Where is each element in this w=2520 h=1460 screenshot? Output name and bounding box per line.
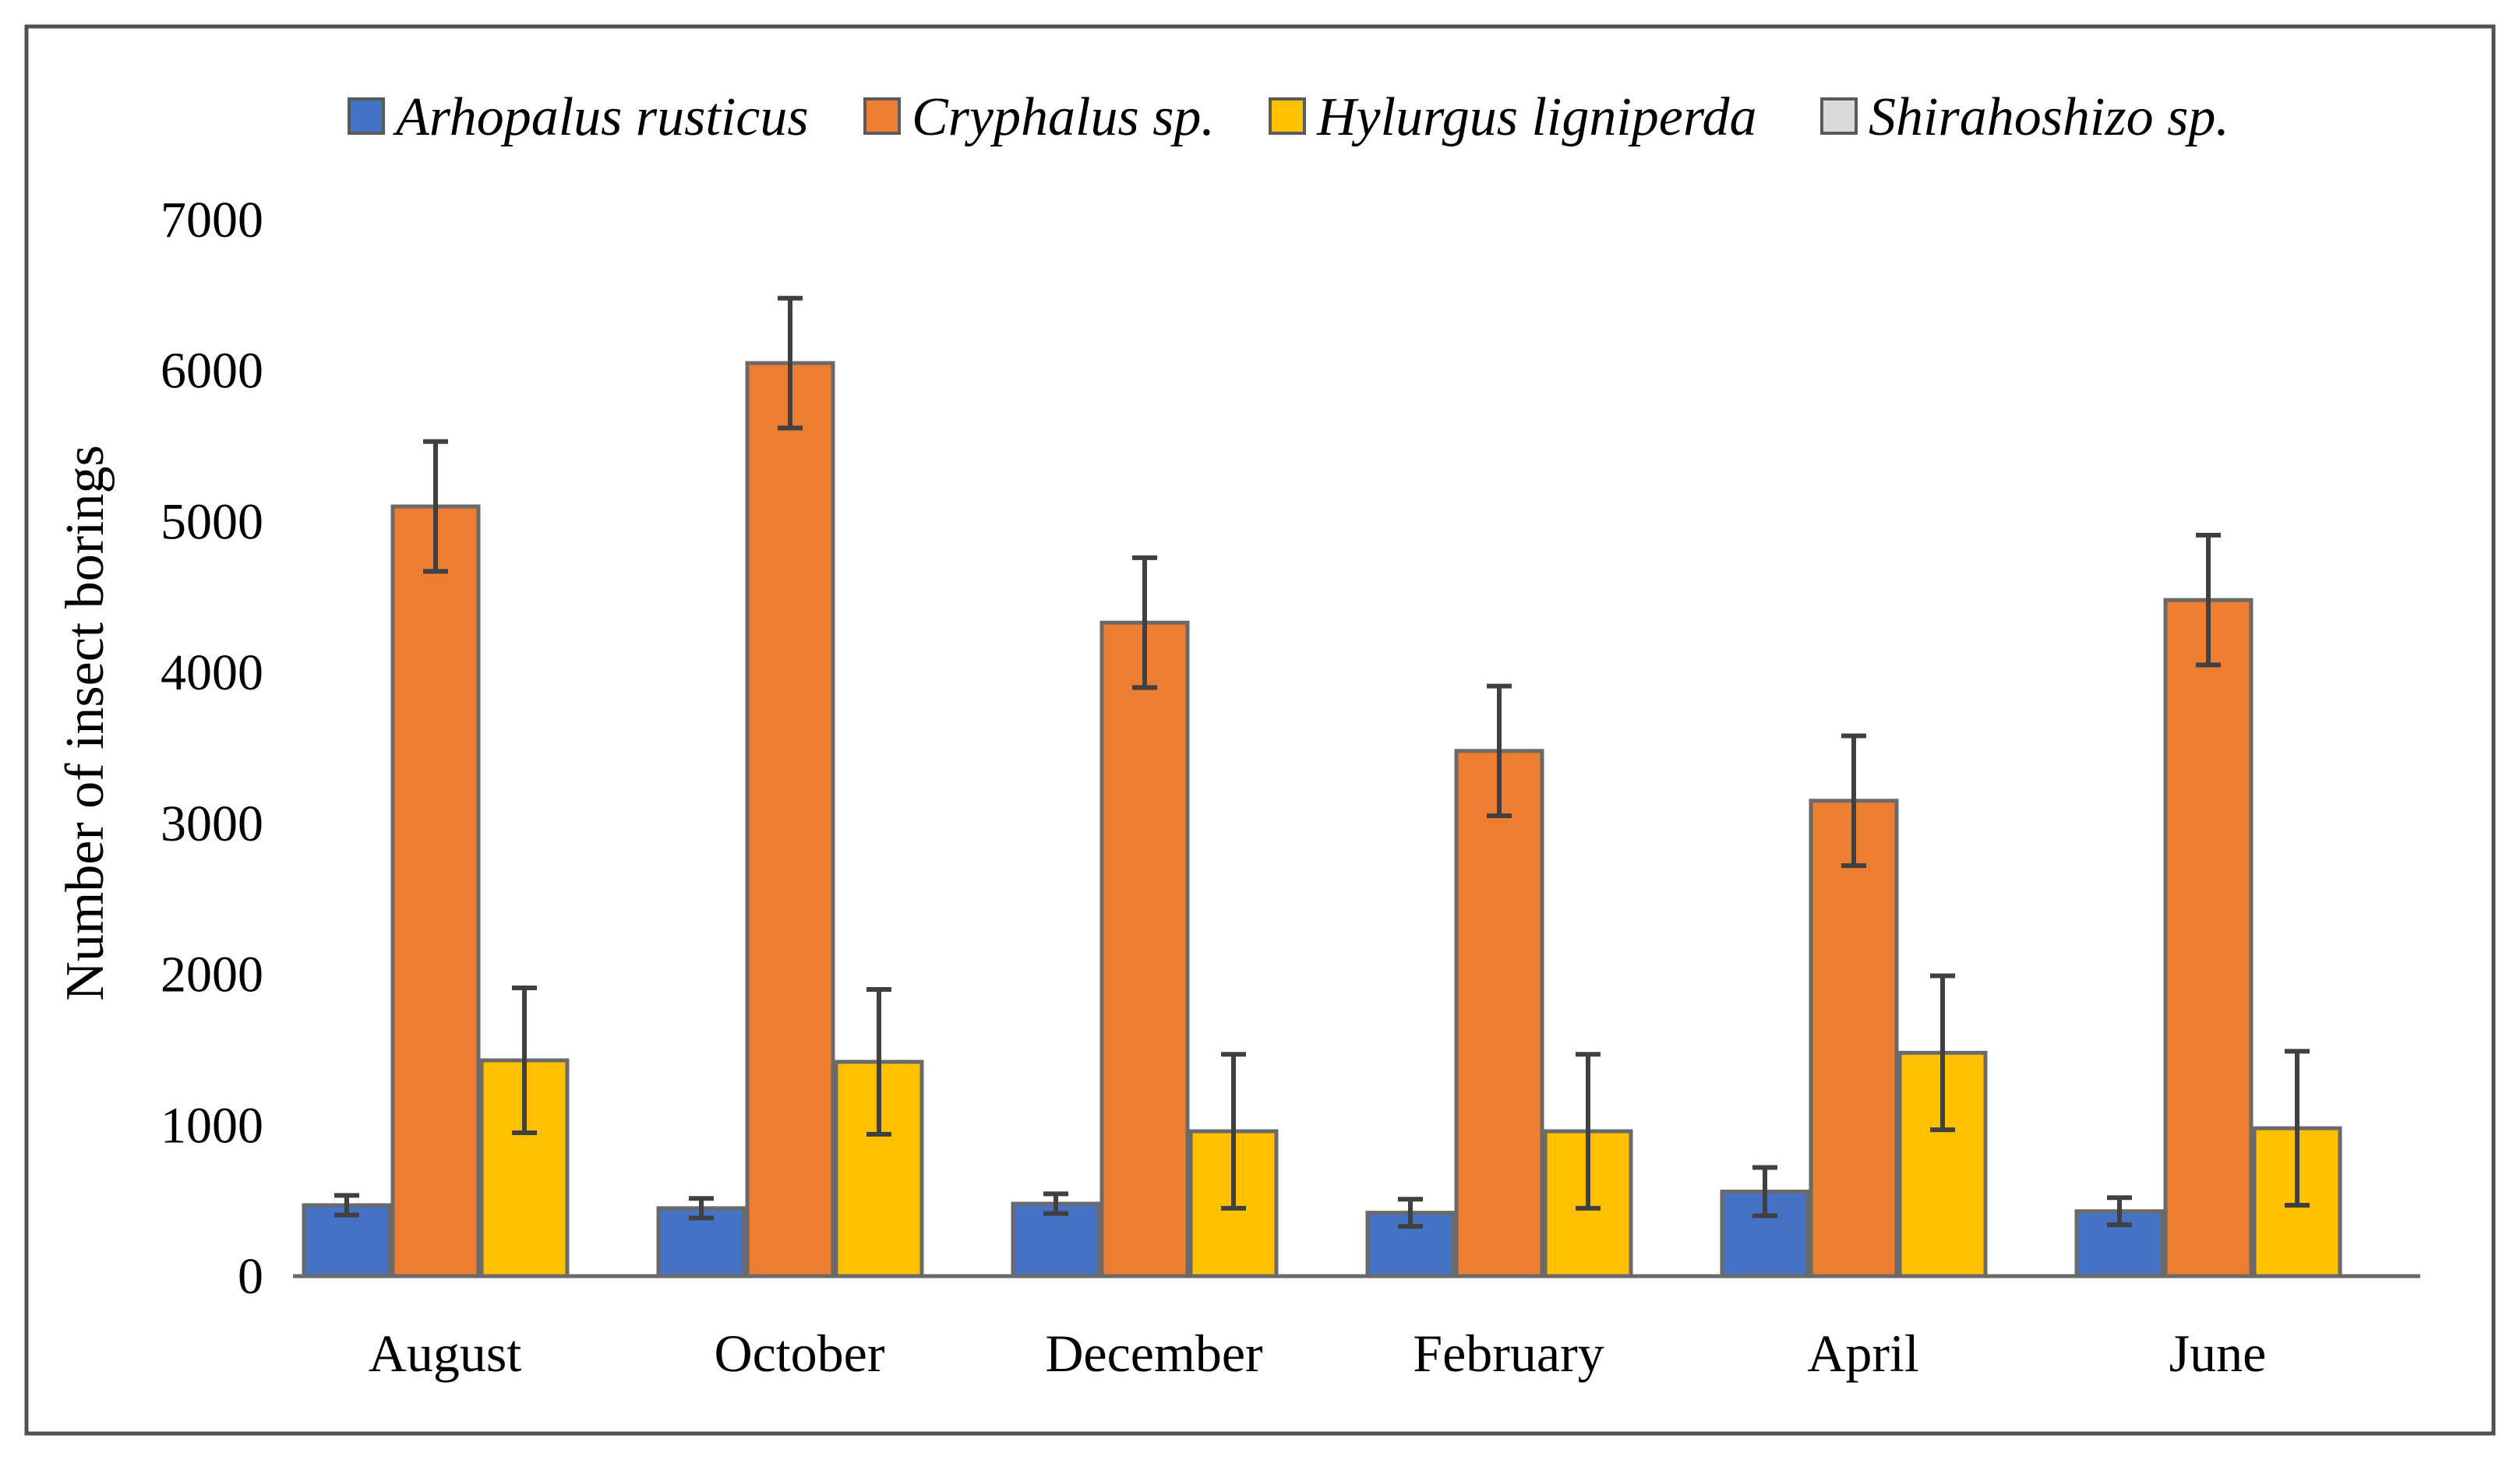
- y-tick-label: 2000: [161, 947, 263, 1003]
- y-axis-title: Number of insect borings: [55, 445, 115, 1000]
- legend-swatch: [863, 97, 901, 135]
- y-tick-label: 7000: [161, 192, 263, 249]
- x-tick-label: August: [369, 1324, 522, 1383]
- legend-swatch: [1269, 97, 1306, 135]
- y-tick-label: 1000: [161, 1097, 263, 1154]
- x-tick-label: June: [2169, 1324, 2267, 1383]
- bar: [1454, 749, 1544, 1278]
- legend-label: Arhopalus rusticus: [393, 87, 809, 147]
- bar: [2163, 598, 2254, 1278]
- bar: [1099, 620, 1190, 1278]
- legend: Arhopalus rusticus Cryphalus sp. Hylurgus …: [348, 87, 2229, 147]
- y-tick-label: 0: [238, 1248, 263, 1305]
- x-tick-label: October: [714, 1324, 884, 1383]
- x-tick-label: April: [1807, 1324, 1919, 1383]
- bar-group: [656, 295, 924, 1278]
- legend-label: Hylurgus ligniperda: [1316, 87, 1757, 147]
- x-tick-label: February: [1413, 1324, 1604, 1383]
- y-axis: 0 1000 2000 3000 4000 5000 6000 7000: [161, 192, 263, 1305]
- x-tick-label: December: [1045, 1324, 1263, 1383]
- legend-item: Hylurgus ligniperda: [1269, 87, 1757, 147]
- y-tick-label: 3000: [161, 795, 263, 852]
- x-axis: August October December February April June: [293, 1274, 2420, 1383]
- legend-item: Arhopalus rusticus: [348, 87, 809, 147]
- y-tick-label: 4000: [161, 644, 263, 701]
- bar-group: [302, 439, 570, 1278]
- bar-group: [1365, 683, 1633, 1278]
- legend-item: Shirahoshizo sp.: [1820, 87, 2229, 147]
- legend-swatch: [1820, 97, 1858, 135]
- bar: [745, 361, 835, 1278]
- legend-swatch: [348, 97, 385, 135]
- bar: [390, 504, 481, 1278]
- legend-label: Shirahoshizo sp.: [1869, 87, 2229, 147]
- legend-item: Cryphalus sp.: [863, 87, 1215, 147]
- legend-label: Cryphalus sp.: [912, 87, 1215, 147]
- bar-group: [1720, 733, 1988, 1278]
- y-tick-label: 6000: [161, 343, 263, 400]
- bar: [1809, 799, 1899, 1278]
- y-tick-label: 5000: [161, 493, 263, 550]
- bar-group: [1011, 555, 1279, 1278]
- plot-area: [302, 295, 2342, 1278]
- bar-group: [2074, 532, 2342, 1278]
